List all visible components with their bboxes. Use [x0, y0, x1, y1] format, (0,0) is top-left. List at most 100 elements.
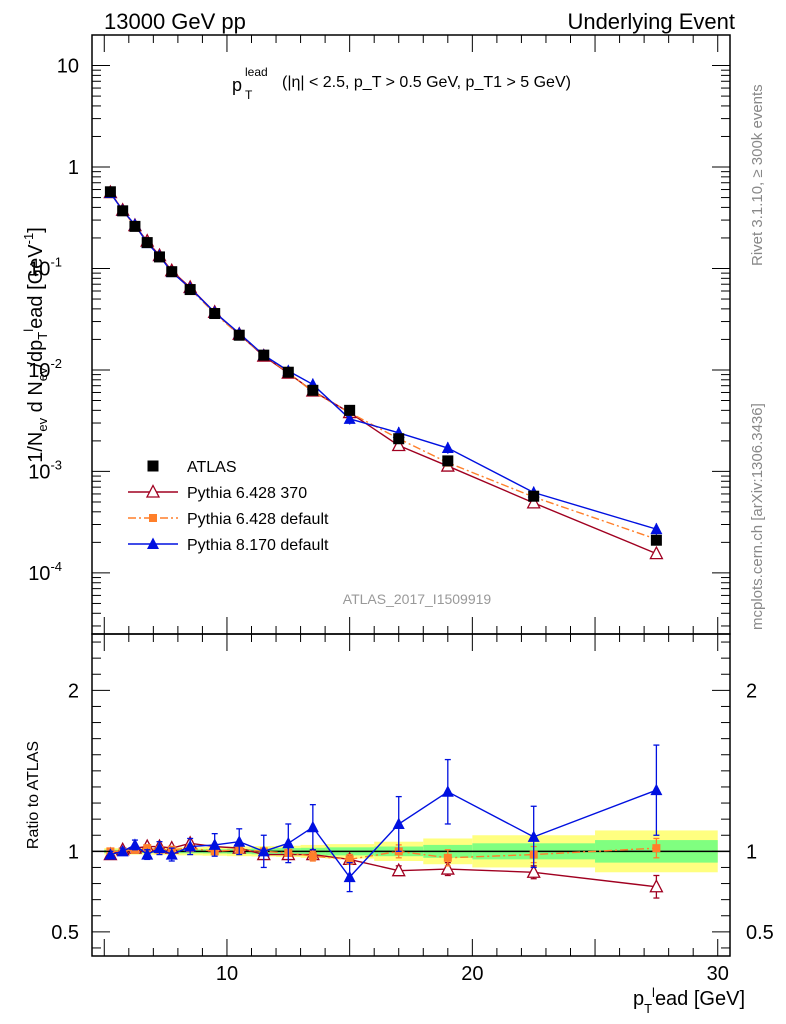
cut-label: p lead T (|η| < 2.5, p_T > 0.5 GeV, p_T1… — [232, 65, 571, 102]
data-point — [117, 205, 129, 217]
data-point — [282, 366, 294, 378]
ratio-point — [165, 848, 178, 860]
ratio-point — [345, 855, 354, 864]
cut-label-rest: (|η| < 2.5, p_T > 0.5 GeV, p_T1 > 5 GeV) — [282, 74, 571, 91]
ratio-series-pythia-8-170-default — [104, 744, 663, 893]
ratio-point — [440, 861, 455, 875]
legend-item: Pythia 8.170 default — [128, 537, 329, 554]
data-point — [153, 251, 165, 263]
ratio-panel: 0.5 0.5 1 1 2 2 10 20 30 Ratio to ATLAS pTlead [… — [25, 633, 774, 1016]
ratio-ytick-label: 1 — [68, 841, 79, 863]
data-point — [104, 186, 116, 198]
main-ytick-label: 10-4 — [28, 559, 62, 585]
rivet-label: Rivet 3.1.10, ≥ 300k events — [749, 84, 766, 266]
cut-label-sub: T — [245, 88, 253, 102]
ratio-point — [441, 785, 454, 797]
data-point — [442, 455, 454, 467]
legend-label: Pythia 8.170 default — [187, 537, 329, 554]
ratio-point — [208, 838, 221, 850]
ratio-xtick-label: 20 — [461, 963, 483, 985]
data-point — [650, 534, 662, 546]
ratio-ytick-label: 0.5 — [51, 922, 79, 944]
data-point — [209, 308, 221, 320]
data-point — [307, 384, 319, 396]
ratio-point — [306, 820, 319, 833]
ratio-ylabel: Ratio to ATLAS — [25, 741, 42, 849]
ratio-xtick-label: 30 — [707, 963, 729, 985]
legend-label: Pythia 6.428 370 — [187, 485, 307, 502]
legend-item: ATLAS — [147, 459, 237, 476]
ratio-point — [649, 878, 664, 893]
data-point — [343, 412, 356, 424]
cut-label-sup: lead — [245, 65, 268, 79]
ratio-point — [153, 841, 166, 854]
main-series-layer — [103, 184, 664, 560]
data-point — [184, 284, 196, 296]
data-point — [166, 266, 178, 278]
legend-marker — [147, 460, 159, 472]
data-point — [650, 522, 663, 535]
analysis-label: ATLAS_2017_I1509919 — [343, 591, 492, 607]
ratio-point — [650, 783, 663, 796]
ratio-point — [443, 853, 452, 862]
data-point — [129, 220, 141, 232]
cut-label-main: p — [232, 75, 242, 95]
ratio-ytick-label-right: 2 — [746, 680, 757, 702]
ratio-ytick-label-right: 0.5 — [746, 922, 774, 944]
ratio-xtick-label: 10 — [216, 963, 238, 985]
ratio-point — [257, 844, 270, 857]
legend-marker — [149, 514, 157, 522]
main-series-atlas — [104, 186, 662, 546]
ratio-series-layer — [103, 744, 664, 899]
data-point — [141, 237, 153, 249]
data-point — [528, 490, 540, 502]
legend-marker — [145, 484, 161, 498]
header-right: Underlying Event — [567, 9, 735, 34]
legend-marker — [147, 537, 159, 549]
data-point — [441, 441, 454, 454]
main-series-pythia-6-428-370 — [103, 184, 664, 560]
data-point — [258, 349, 270, 361]
data-point — [344, 404, 356, 416]
ratio-point — [233, 835, 246, 847]
series-line — [109, 192, 657, 530]
ratio-point — [141, 848, 154, 860]
ratio-point — [128, 838, 141, 850]
mcplots-label: mcplots.cern.ch [arXiv:1306.3436] — [749, 403, 766, 630]
legend-label: ATLAS — [187, 459, 237, 476]
ratio-point — [392, 817, 405, 829]
ratio-point — [104, 848, 117, 860]
legend-label: Pythia 6.428 default — [187, 511, 329, 528]
ratio-point — [116, 844, 129, 857]
legend-item: Pythia 6.428 370 — [128, 484, 307, 502]
header-left: 13000 GeV pp — [104, 9, 246, 34]
data-point — [649, 545, 664, 560]
ratio-ytick-label-right: 1 — [746, 841, 757, 863]
ratio-point — [652, 844, 661, 853]
ratio-point — [526, 864, 541, 878]
ratio-point — [343, 870, 356, 883]
legend-item: Pythia 6.428 default — [128, 511, 329, 528]
ratio-frame — [91, 633, 731, 957]
data-point — [391, 437, 406, 452]
ratio-axes: 0.5 0.5 1 1 2 2 10 20 30 — [51, 634, 774, 985]
data-point — [393, 433, 405, 445]
ratio-ytick-label: 2 — [68, 680, 79, 702]
main-ytick-label: 1 — [68, 157, 79, 179]
main-series-pythia-8-170-default — [104, 186, 663, 535]
ratio-point — [527, 830, 540, 842]
main-ylabel: 1/Nev d Nev/dpTlead [GeV-1] — [21, 227, 50, 463]
data-point — [233, 329, 245, 341]
main-ytick-label: 10-2 — [28, 356, 62, 382]
main-ytick-label: 10 — [57, 56, 79, 78]
ratio-xlabel: pTlead [GeV] — [633, 985, 745, 1016]
ratio-point — [184, 840, 197, 852]
ratio-point — [308, 852, 317, 861]
legend: ATLAS Pythia 6.428 370 Pythia 6.428 defaul… — [128, 459, 329, 554]
ratio-point — [282, 836, 295, 849]
ratio-point — [391, 862, 406, 877]
data-point — [526, 494, 541, 509]
